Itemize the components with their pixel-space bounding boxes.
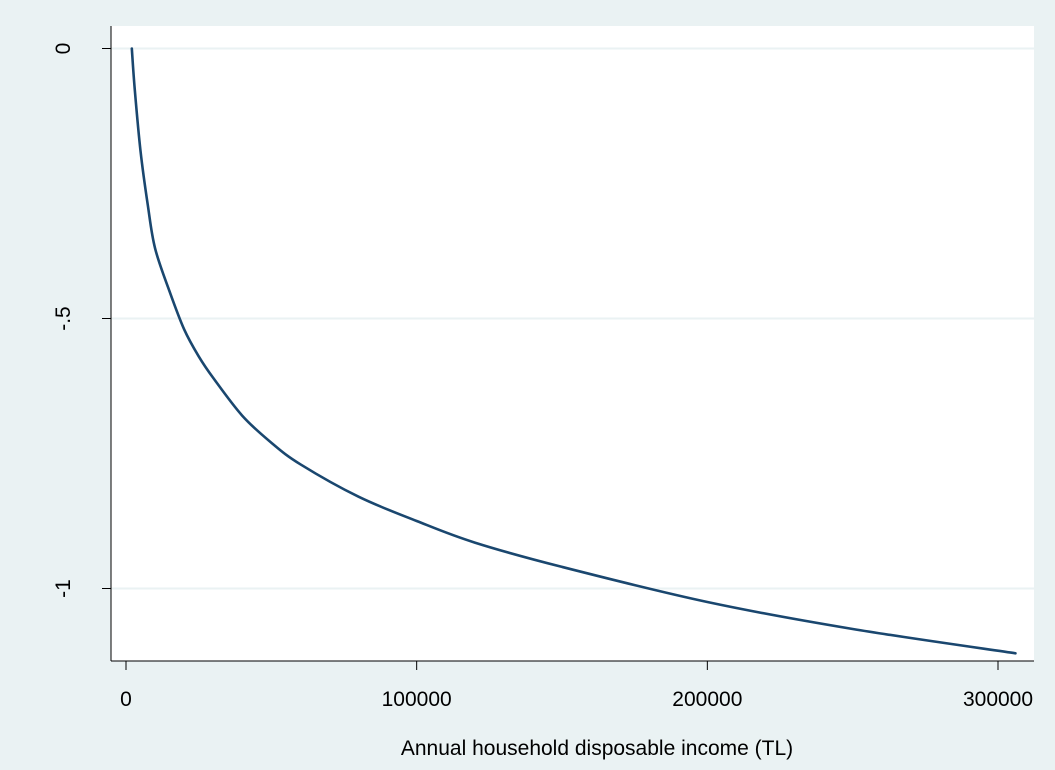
x-tick-label: 200000 xyxy=(672,688,742,711)
x-ticks: 0 100000 200000 300000 xyxy=(120,661,1033,711)
y-tick-label: -.5 xyxy=(52,306,75,331)
x-tick-label: 0 xyxy=(120,688,132,711)
y-tick-label: 0 xyxy=(52,43,75,55)
series-line xyxy=(130,47,1017,655)
x-tick-label: 300000 xyxy=(963,688,1033,711)
x-tick-label: 100000 xyxy=(382,688,452,711)
y-tick-label: -1 xyxy=(52,579,75,598)
axes xyxy=(110,26,1034,662)
series-group xyxy=(130,47,1017,655)
plot-area xyxy=(111,26,1034,661)
y-ticks: 0 -.5 -1 xyxy=(52,43,111,598)
gridlines xyxy=(111,47,1034,590)
x-axis-title: Annual household disposable income (TL) xyxy=(401,737,793,760)
